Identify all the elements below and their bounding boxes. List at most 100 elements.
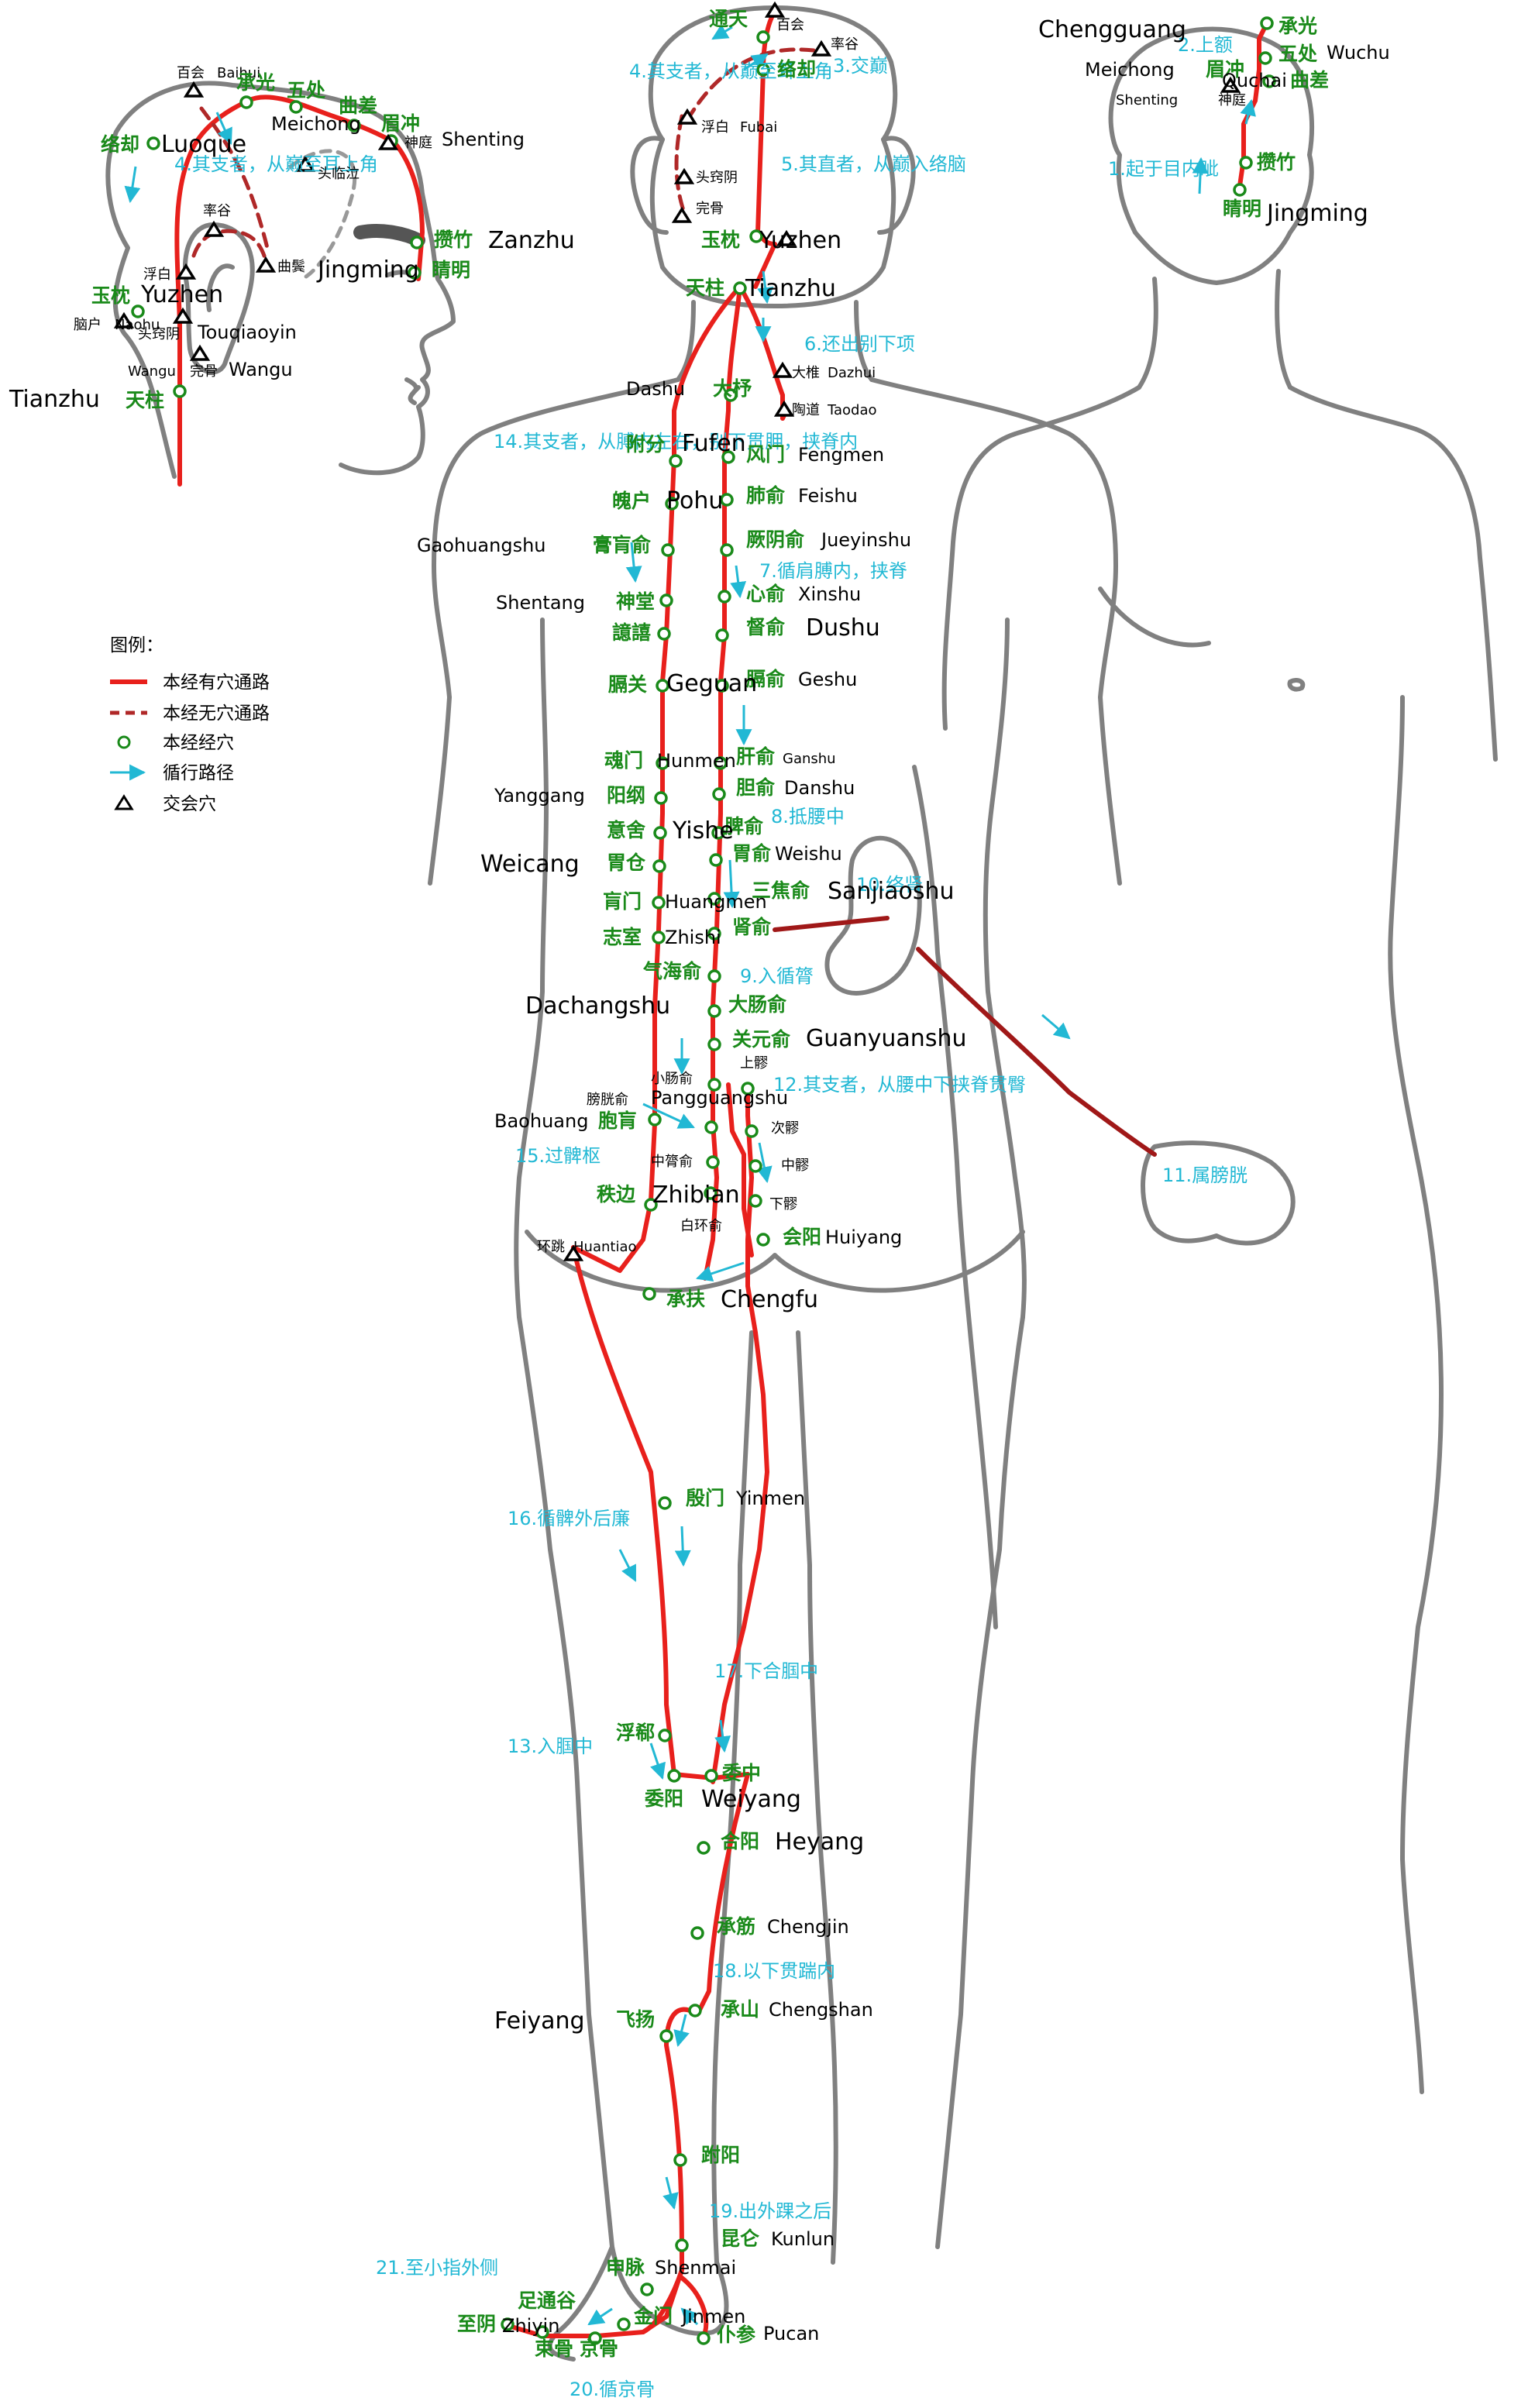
label-fuxi-cn: 浮郗 xyxy=(616,1722,655,1744)
label-weiyang: Weiyang xyxy=(701,1786,801,1813)
label-taodao: Taodao xyxy=(827,402,877,418)
back-foot xyxy=(610,2245,729,2336)
front-head-outline xyxy=(1108,26,1315,285)
back-neck xyxy=(676,300,874,382)
label-huantiao-cn: 环跳 xyxy=(537,1239,565,1255)
label-huangmen: Huangmen xyxy=(665,891,767,913)
label-shenting-cn: 神庭 xyxy=(1218,92,1246,108)
label-shenshu-cn: 肾俞 xyxy=(732,916,772,938)
label-luoque-cn: 络却 xyxy=(101,133,139,156)
label-gaohuangshu-cn: 膏肓俞 xyxy=(593,534,652,556)
route-label-4-back: 4.其支者，从巅至耳上角 xyxy=(629,60,833,82)
label-meichong-cn: 眉冲 xyxy=(1206,58,1244,81)
label-zhiyin: Zhiyin xyxy=(502,2315,559,2337)
label-shentang: Shentang xyxy=(496,592,585,614)
legend-title: 图例： xyxy=(110,635,163,655)
label-tianzhu-side: Tianzhu xyxy=(9,386,100,413)
label-shuaigu-cn-back: 率谷 xyxy=(831,36,859,53)
route-label-3: 3.交巅 xyxy=(833,55,888,77)
label-zhibian-cn: 秩边 xyxy=(597,1183,636,1206)
label-pohu-cn: 魄户 xyxy=(612,490,651,512)
route-label-16: 16.循髀外后廉 xyxy=(508,1508,630,1529)
legend: 图例： 本经有穴通路 本经无穴通路 本经经穴 循行路径 交会穴 xyxy=(110,635,270,814)
label-shangliao-cn: 上髎 xyxy=(740,1055,768,1072)
label-feishu-cn: 肺俞 xyxy=(746,484,786,507)
label-dachangshu-cn: 大肠俞 xyxy=(728,993,787,1016)
back-leg-left xyxy=(517,1315,614,2362)
label-baihui-cn-back: 百会 xyxy=(776,17,804,33)
side-head-outline xyxy=(105,81,456,479)
route-label-9: 9.入循膂 xyxy=(740,965,814,987)
label-touqiaoyin: Touqiaoyin xyxy=(197,322,297,343)
legend-item-route: 循行路径 xyxy=(163,763,234,783)
label-zanzhu-cn: 攒竹 xyxy=(1257,151,1296,174)
label-luoque: Luoque xyxy=(161,131,246,158)
label-pishu-cn: 脾俞 xyxy=(724,815,764,838)
label-geshu-cn: 膈俞 xyxy=(745,668,786,690)
label-weicang: Weicang xyxy=(480,851,580,878)
side-nose xyxy=(408,385,421,405)
kidney-outline xyxy=(824,835,922,996)
label-danshu-cn: 胆俞 xyxy=(736,776,776,799)
label-dazhui-cn: 大椎 xyxy=(792,365,820,381)
label-zhongliao-cn: 中髎 xyxy=(781,1158,809,1174)
bladder-outline xyxy=(1141,1140,1296,1246)
label-baohuang: Baohuang xyxy=(494,1110,588,1132)
label-geguan: Geguan xyxy=(666,670,757,697)
back-leg-inner-left xyxy=(711,1330,754,2265)
label-xinshu: Xinshu xyxy=(798,583,861,605)
label-yuzhen-cn: 玉枕 xyxy=(701,229,740,251)
label-zanzhu: Zanzhu xyxy=(488,227,575,254)
label-chengguang-cn-side: 承光 xyxy=(236,71,275,94)
side-eyebrow xyxy=(353,224,425,247)
label-dushu-cn: 督俞 xyxy=(746,616,786,638)
label-fengmen: Fengmen xyxy=(798,444,884,466)
label-hunmen: Hunmen xyxy=(657,750,736,772)
label-zutonggu-cn: 足通谷 xyxy=(518,2289,576,2312)
label-yuzhen-cn-side: 玉枕 xyxy=(91,284,130,307)
label-geguan-cn: 膈关 xyxy=(607,673,647,696)
label-danshu: Danshu xyxy=(784,777,855,799)
label-meichong-cn-side: 眉冲 xyxy=(381,112,420,135)
label-quchai-cn: 曲差 xyxy=(1290,69,1329,91)
label-fuyang-cn: 跗阳 xyxy=(701,2144,740,2166)
label-touqiaoyin-cn: 头窍阴 xyxy=(138,326,180,342)
route-label-2: 2.上额 xyxy=(1178,34,1233,56)
label-jueyinshu: Jueyinshu xyxy=(820,529,911,551)
back-leg-right xyxy=(935,1315,1025,2249)
label-chengfu: Chengfu xyxy=(721,1286,818,1313)
label-quchai: Quchai xyxy=(1222,70,1287,91)
label-wangu-cn: 完骨 xyxy=(190,363,218,380)
label-shenting-cn-side: 神庭 xyxy=(404,135,432,151)
label-jingming-cn: 睛明 xyxy=(1223,198,1261,220)
label-yishe-cn: 意舍 xyxy=(607,819,645,841)
label-shuaigu-cn: 率谷 xyxy=(203,203,231,219)
route-label-20: 20.循京骨 xyxy=(570,2379,655,2400)
label-fubai-cn: 浮白 xyxy=(143,267,171,283)
label-zhibian: Zhibian xyxy=(652,1182,740,1209)
front-body-left xyxy=(912,765,998,1629)
label-sanjiaoshu: Sanjiaoshu xyxy=(828,878,955,905)
label-pangguangshu-cn: 膀胱俞 xyxy=(587,1092,628,1108)
label-yishe: Yishe xyxy=(672,817,734,845)
label-jinmen: Jinmen xyxy=(680,2306,745,2327)
label-shugu-cn: 束骨 xyxy=(535,2337,573,2360)
label-xiaochangshu-cn: 小肠俞 xyxy=(651,1071,693,1087)
route-label-17: 17.下合腘中 xyxy=(714,1660,818,1682)
front-body-right xyxy=(1388,695,1444,2094)
label-jueyinshu-cn: 厥阴俞 xyxy=(746,528,805,551)
label-chengshan: Chengshan xyxy=(769,1999,873,2021)
label-xinshu-cn: 心俞 xyxy=(746,583,786,605)
label-xialiao-cn: 下髎 xyxy=(769,1196,797,1213)
label-weishu: Weishu xyxy=(775,843,842,865)
label-kunlun-cn: 昆仑 xyxy=(721,2227,760,2250)
label-dushu: Dushu xyxy=(806,614,880,642)
back-head-outline xyxy=(648,5,898,308)
route-label-21: 21.至小指外侧 xyxy=(376,2257,498,2279)
label-shenting: Shenting xyxy=(1116,92,1178,108)
label-zhishi: Zhishi xyxy=(665,927,721,948)
back-arm-left xyxy=(428,695,452,886)
label-guanyuanshu: Guanyuanshu xyxy=(806,1025,966,1052)
label-ganshu: Ganshu xyxy=(783,751,836,767)
